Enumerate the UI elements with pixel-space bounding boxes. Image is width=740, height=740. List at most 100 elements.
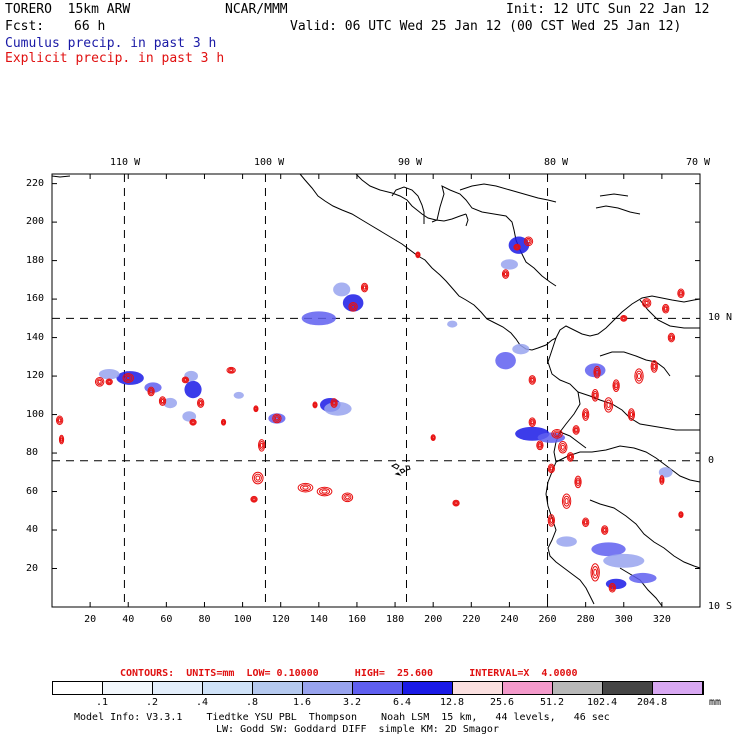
explicit-precip-cell bbox=[561, 493, 572, 509]
precip-contour-ring bbox=[96, 378, 103, 386]
latitude-label: 0 bbox=[708, 454, 715, 466]
y-tick-label: 20 bbox=[26, 562, 39, 574]
explicit-precip-cell bbox=[220, 418, 227, 426]
precip-contour-ring bbox=[660, 477, 664, 483]
cumulus-precip-cell bbox=[500, 259, 518, 270]
precip-contour-ring bbox=[568, 454, 573, 459]
explicit-precip-cell bbox=[582, 408, 590, 421]
precip-contour-ring bbox=[255, 475, 261, 481]
init-time: Init: 12 UTC Sun 22 Jan 12 bbox=[506, 2, 710, 17]
color-scale-swatch bbox=[103, 682, 153, 694]
precip-contour-ring bbox=[431, 436, 435, 440]
precip-contour-ring bbox=[613, 381, 619, 391]
precip-contour-ring bbox=[351, 304, 356, 309]
x-tick-label: 260 bbox=[538, 614, 557, 625]
latitude-label: 10 S bbox=[708, 601, 733, 612]
precip-contour-ring bbox=[60, 437, 63, 442]
precip-contour-ring bbox=[650, 360, 658, 373]
precip-contour-ring bbox=[662, 303, 670, 314]
cumulus-precip-cell bbox=[658, 467, 673, 478]
y-tick-label: 80 bbox=[26, 447, 39, 459]
explicit-precip-cell bbox=[650, 360, 658, 373]
explicit-precip-cell bbox=[197, 398, 205, 408]
precip-contour-ring bbox=[191, 420, 195, 424]
precip-contour-ring bbox=[622, 316, 626, 320]
precip-contour-ring bbox=[551, 428, 563, 439]
precip-contour-ring bbox=[529, 376, 535, 384]
precip-contour-ring bbox=[59, 436, 64, 444]
precip-contour-ring bbox=[319, 488, 331, 495]
precip-contour-ring bbox=[254, 406, 258, 412]
precip-contour-ring bbox=[592, 390, 598, 400]
y-tick-label: 120 bbox=[26, 370, 45, 382]
precip-contour-ring bbox=[58, 434, 65, 445]
explicit-precip-cell bbox=[536, 440, 544, 451]
precip-contour-ring bbox=[679, 512, 683, 518]
latitude-label: 10 N bbox=[708, 312, 733, 324]
precip-contour-ring bbox=[637, 372, 642, 380]
explicit-precip-cell bbox=[601, 525, 609, 535]
model-info-line2: LW: Godd SW: Goddard DIFF simple KM: 2D … bbox=[216, 724, 499, 735]
cumulus-precip-cell bbox=[603, 553, 645, 568]
color-scale-label: 204.8 bbox=[637, 697, 668, 708]
explicit-precip-cell bbox=[590, 563, 600, 582]
precip-contour-ring bbox=[530, 377, 534, 382]
precip-contour-ring bbox=[252, 471, 264, 485]
x-tick-label: 280 bbox=[576, 614, 595, 625]
precip-contour-ring bbox=[57, 418, 62, 423]
precip-contour-ring bbox=[664, 306, 668, 311]
precip-contour-ring bbox=[106, 379, 112, 385]
precip-contour-ring bbox=[416, 253, 420, 257]
precip-contour-ring bbox=[610, 585, 614, 590]
precip-contour-ring bbox=[360, 282, 369, 293]
precip-contour-ring bbox=[273, 414, 281, 422]
color-scale-swatch bbox=[503, 682, 553, 694]
contour-info: CONTOURS: UNITS=mm LOW= 0.10000 HIGH= 25… bbox=[120, 668, 578, 679]
precip-contour-ring bbox=[260, 442, 264, 448]
precip-contour-ring bbox=[349, 303, 357, 311]
precip-contour-ring bbox=[652, 363, 656, 370]
precip-contour-ring bbox=[678, 289, 684, 297]
x-tick-label: 300 bbox=[614, 614, 633, 625]
precip-contour-ring bbox=[272, 413, 282, 424]
map-gridlines bbox=[52, 174, 700, 607]
precip-contour-ring bbox=[573, 426, 579, 434]
x-tick-label: 40 bbox=[122, 614, 135, 625]
x-tick-label: 180 bbox=[386, 614, 405, 625]
precip-contour-ring bbox=[198, 399, 204, 407]
precip-contour-ring bbox=[572, 425, 580, 435]
precip-contour-ring bbox=[343, 493, 352, 501]
precip-contour-ring bbox=[583, 518, 589, 526]
cumulus-precip-cell bbox=[268, 413, 286, 424]
y-tick-label: 140 bbox=[26, 331, 45, 343]
precip-contour-ring bbox=[595, 369, 599, 375]
color-scale-swatch bbox=[153, 682, 203, 694]
explicit-precip-cell bbox=[677, 288, 685, 299]
precip-contour-ring bbox=[149, 389, 153, 394]
explicit-precip-cell bbox=[122, 373, 134, 383]
explicit-title: Explicit precip. in past 3 h bbox=[5, 51, 225, 66]
color-scale-label: 6.4 bbox=[393, 697, 412, 708]
precip-contour-ring bbox=[222, 420, 225, 424]
color-scale-label: 12.8 bbox=[440, 697, 465, 708]
explicit-precip-cell bbox=[558, 440, 568, 454]
precip-contour-ring bbox=[651, 362, 657, 371]
precip-contour-ring bbox=[574, 427, 578, 433]
x-tick-label: 320 bbox=[652, 614, 671, 625]
precip-contour-ring bbox=[601, 525, 609, 535]
precip-contour-ring bbox=[603, 527, 607, 533]
precip-contour-ring bbox=[254, 407, 258, 411]
precip-contour-ring bbox=[612, 379, 620, 392]
precip-contour-ring bbox=[554, 431, 560, 436]
color-scale-label: .8 bbox=[246, 697, 259, 708]
precip-contour-ring bbox=[250, 495, 258, 503]
precip-contour-ring bbox=[548, 464, 554, 472]
explicit-precip-cell bbox=[572, 425, 580, 435]
precip-contour-ring bbox=[313, 403, 317, 407]
x-tick-label: 100 bbox=[233, 614, 252, 625]
color-scale-unit: mm bbox=[709, 697, 722, 708]
color-scale-bar bbox=[52, 681, 704, 695]
precip-contour-ring bbox=[643, 299, 650, 307]
color-scale-swatch bbox=[203, 682, 253, 694]
explicit-precip-cell bbox=[547, 514, 555, 527]
